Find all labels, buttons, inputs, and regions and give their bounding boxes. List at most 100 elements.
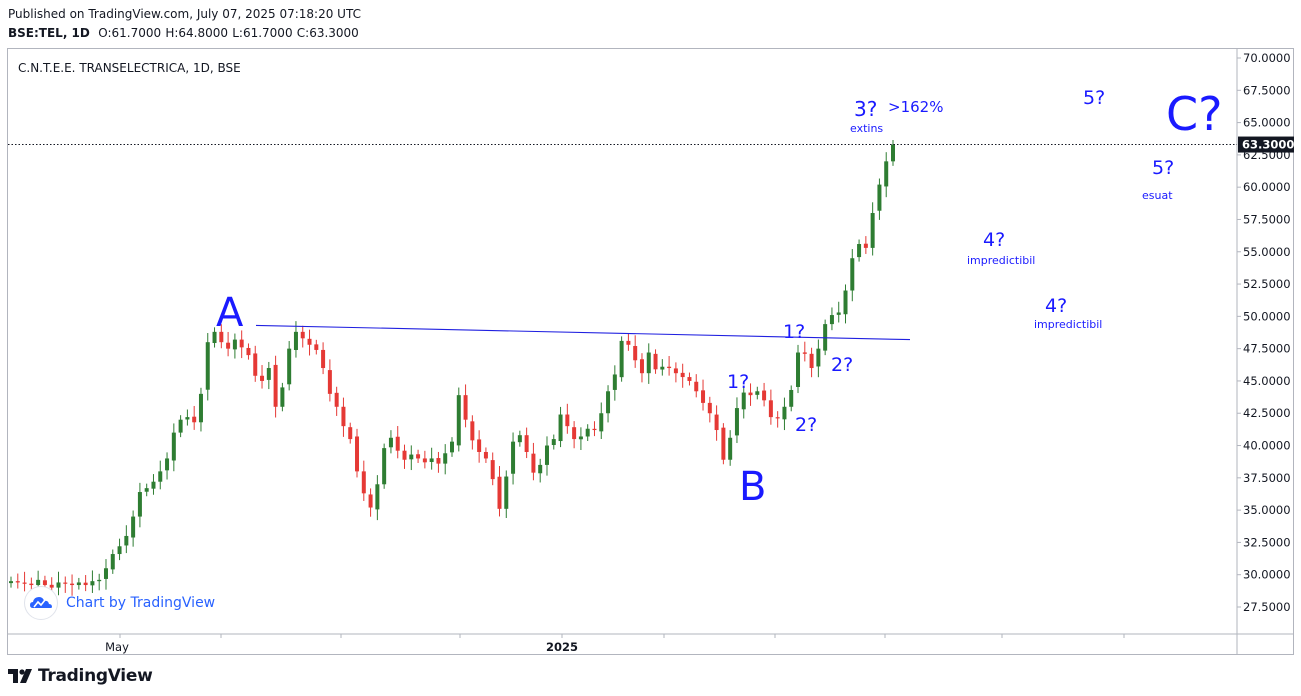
y-tick-label: 65.0000: [1243, 116, 1291, 130]
candle-body: [388, 437, 393, 448]
candle-body: [863, 243, 868, 248]
y-tick-label: 42.5000: [1243, 406, 1291, 420]
wave-label-3: 3?: [854, 97, 877, 121]
high-label: H:: [165, 26, 179, 40]
wave-label-1-primary: 1?: [783, 321, 805, 343]
x-tick-label-2025: 2025: [546, 640, 578, 654]
tradingview-cloud-icon: [24, 586, 58, 620]
wave-label-4-lower: 4?: [1045, 295, 1067, 317]
candle-body: [137, 492, 142, 517]
wave-label-2-primary: 2?: [831, 354, 853, 376]
candle-body: [483, 451, 488, 459]
candle-body: [775, 417, 780, 419]
candle-body: [42, 580, 47, 586]
candle-body: [456, 395, 461, 446]
candle-body: [829, 315, 834, 325]
candle-body: [511, 441, 516, 474]
y-tick-label: 50.0000: [1243, 309, 1291, 323]
candle-body: [239, 339, 244, 348]
resistance-trend-line[interactable]: [255, 324, 911, 341]
last-price-label-bg: [1238, 136, 1294, 153]
tradingview-watermark[interactable]: Chart by TradingView: [24, 586, 215, 620]
wave-label-c: C?: [1166, 87, 1223, 141]
candle-body: [361, 471, 366, 494]
candle-body: [490, 460, 495, 480]
candle-body: [816, 348, 821, 367]
candle-body: [422, 458, 427, 463]
candle-body: [565, 414, 570, 427]
candle-body: [619, 340, 624, 378]
last-price-label: 63.3000: [1242, 138, 1294, 152]
candle-body: [334, 392, 339, 407]
watermark-text: Chart by TradingView: [66, 595, 216, 611]
candle-body: [327, 370, 332, 394]
candle-body: [850, 258, 855, 291]
candle-body: [97, 579, 102, 582]
candle-body: [741, 392, 746, 410]
candle-body: [884, 161, 889, 187]
candle-body: [260, 375, 265, 381]
candle-body: [646, 352, 651, 374]
candle-body: [375, 484, 380, 510]
candle-body: [83, 582, 88, 586]
candle-body: [809, 353, 814, 369]
candle-body: [450, 441, 454, 453]
candle-body: [293, 331, 298, 350]
candle-body: [287, 348, 292, 385]
candle-body: [639, 359, 644, 374]
candle-body: [29, 583, 34, 586]
candle-body: [857, 244, 862, 258]
candle-body: [124, 535, 129, 546]
candle-body: [300, 331, 305, 339]
published-info: Published on TradingView.com, July 07, 2…: [8, 7, 361, 21]
low-label: L:: [232, 26, 243, 40]
wave-label-5-upper: 5?: [1083, 87, 1105, 109]
candle-body: [110, 554, 115, 570]
candle-body: [63, 582, 68, 584]
candle-body: [687, 377, 692, 381]
candle-body: [341, 406, 346, 427]
candle-body: [707, 402, 712, 414]
candle-body: [165, 458, 170, 471]
candle-body: [626, 340, 631, 345]
candle-body: [273, 364, 278, 407]
y-tick-label: 30.0000: [1243, 568, 1291, 582]
candle-body: [443, 453, 448, 464]
y-tick-label: 67.5000: [1243, 83, 1291, 97]
candle-body: [9, 581, 13, 584]
candle-body: [551, 439, 556, 446]
candle-body: [667, 366, 672, 369]
candle-body: [592, 428, 597, 431]
candle-body: [144, 488, 149, 492]
esuat-label: esuat: [1142, 189, 1173, 202]
candle-body: [90, 581, 95, 586]
chart-title: C.N.T.E.E. TRANSELECTRICA, 1D, BSE: [18, 61, 241, 75]
candle-body: [463, 395, 468, 420]
candle-body: [891, 144, 895, 162]
candle-body: [538, 464, 543, 474]
footer-brand[interactable]: TradingView: [8, 664, 153, 688]
candle-body: [219, 331, 224, 343]
candle-body: [436, 458, 441, 464]
candle-body: [22, 582, 27, 584]
candle-body: [117, 546, 122, 555]
chart-frame[interactable]: [7, 48, 1294, 655]
candle-body: [205, 342, 210, 390]
candle-body: [409, 454, 414, 460]
candle-body: [653, 353, 658, 370]
candle-body: [307, 338, 312, 345]
low-value: 61.7000: [242, 26, 293, 40]
candle-body: [714, 414, 719, 431]
candle-body: [198, 393, 203, 423]
candle-body: [178, 419, 183, 433]
impredictibil-label-upper: impredictibil: [967, 254, 1035, 267]
candle-body: [836, 312, 841, 315]
wave-label-b: B: [739, 464, 766, 510]
y-tick-label: 45.0000: [1243, 374, 1291, 388]
y-tick-label: 37.5000: [1243, 471, 1291, 485]
open-label: O:: [98, 26, 112, 40]
candle-body: [103, 568, 108, 579]
candle-body: [524, 435, 529, 452]
candle-body: [348, 427, 353, 440]
